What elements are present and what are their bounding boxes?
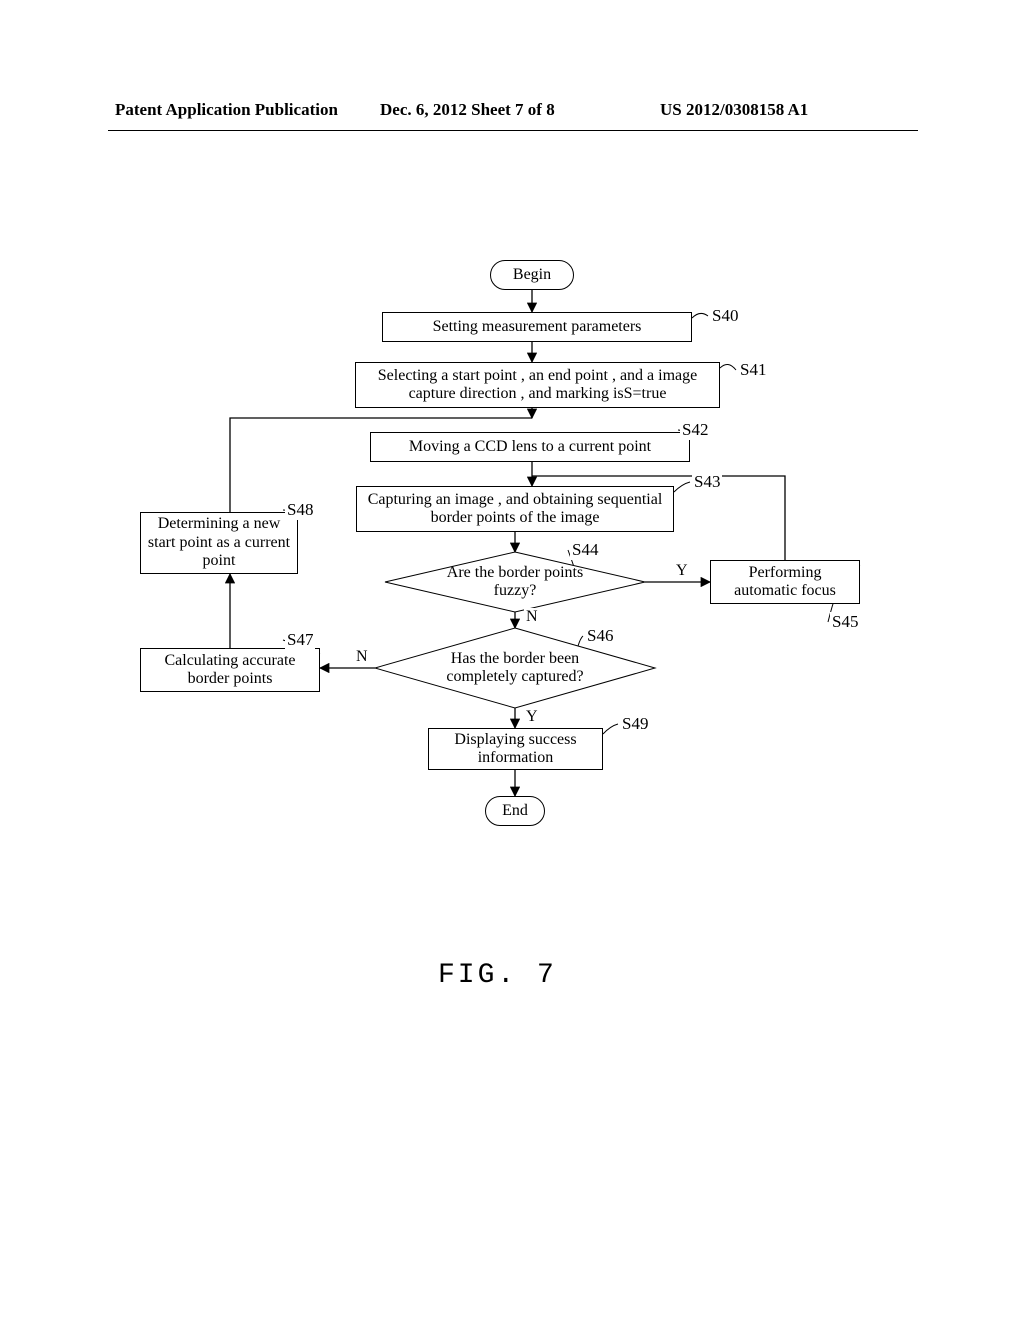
- leader-s49: [603, 724, 618, 734]
- terminator-begin: Begin: [490, 260, 574, 290]
- decision-text-s46: Has the border been completely captured?: [428, 634, 602, 702]
- edge-label: Y: [674, 562, 690, 580]
- process-s48: Determining a new start point as a curre…: [140, 512, 298, 574]
- leader-s40: [692, 313, 708, 318]
- process-s42: Moving a CCD lens to a current point: [370, 432, 690, 462]
- step-label-s43: S43: [692, 472, 722, 492]
- step-label-s40: S40: [710, 306, 740, 326]
- process-s49: Displaying success information: [428, 728, 603, 770]
- leader-s43: [674, 482, 690, 492]
- figure-caption: FIG. 7: [438, 960, 557, 991]
- process-s41: Selecting a start point , an end point ,…: [355, 362, 720, 408]
- step-label-s46: S46: [585, 626, 615, 646]
- step-label-s42: S42: [680, 420, 710, 440]
- edge-label: N: [354, 648, 370, 666]
- step-label-s47: S47: [285, 630, 315, 650]
- edge-label: Y: [524, 708, 540, 726]
- header-mid: Dec. 6, 2012 Sheet 7 of 8: [380, 100, 555, 120]
- step-label-s45: S45: [830, 612, 860, 632]
- process-s43: Capturing an image , and obtaining seque…: [356, 486, 674, 532]
- step-label-s49: S49: [620, 714, 650, 734]
- step-label-s41: S41: [738, 360, 768, 380]
- step-label-s44: S44: [570, 540, 600, 560]
- terminator-end: End: [485, 796, 545, 826]
- process-s45: Performing automatic focus: [710, 560, 860, 604]
- flowchart-diagram: Y N N Y Begin Setting measurement parameters S…: [110, 260, 910, 900]
- header-left: Patent Application Publication: [115, 100, 338, 120]
- decision-text-s44: Are the border points fuzzy?: [434, 557, 595, 608]
- process-s47: Calculating accurate border points: [140, 648, 320, 692]
- edge-label: N: [524, 608, 540, 626]
- step-label-s48: S48: [285, 500, 315, 520]
- header-right: US 2012/0308158 A1: [660, 100, 808, 120]
- process-s40: Setting measurement parameters: [382, 312, 692, 342]
- header-rule: [108, 130, 918, 131]
- leader-s41: [720, 364, 736, 370]
